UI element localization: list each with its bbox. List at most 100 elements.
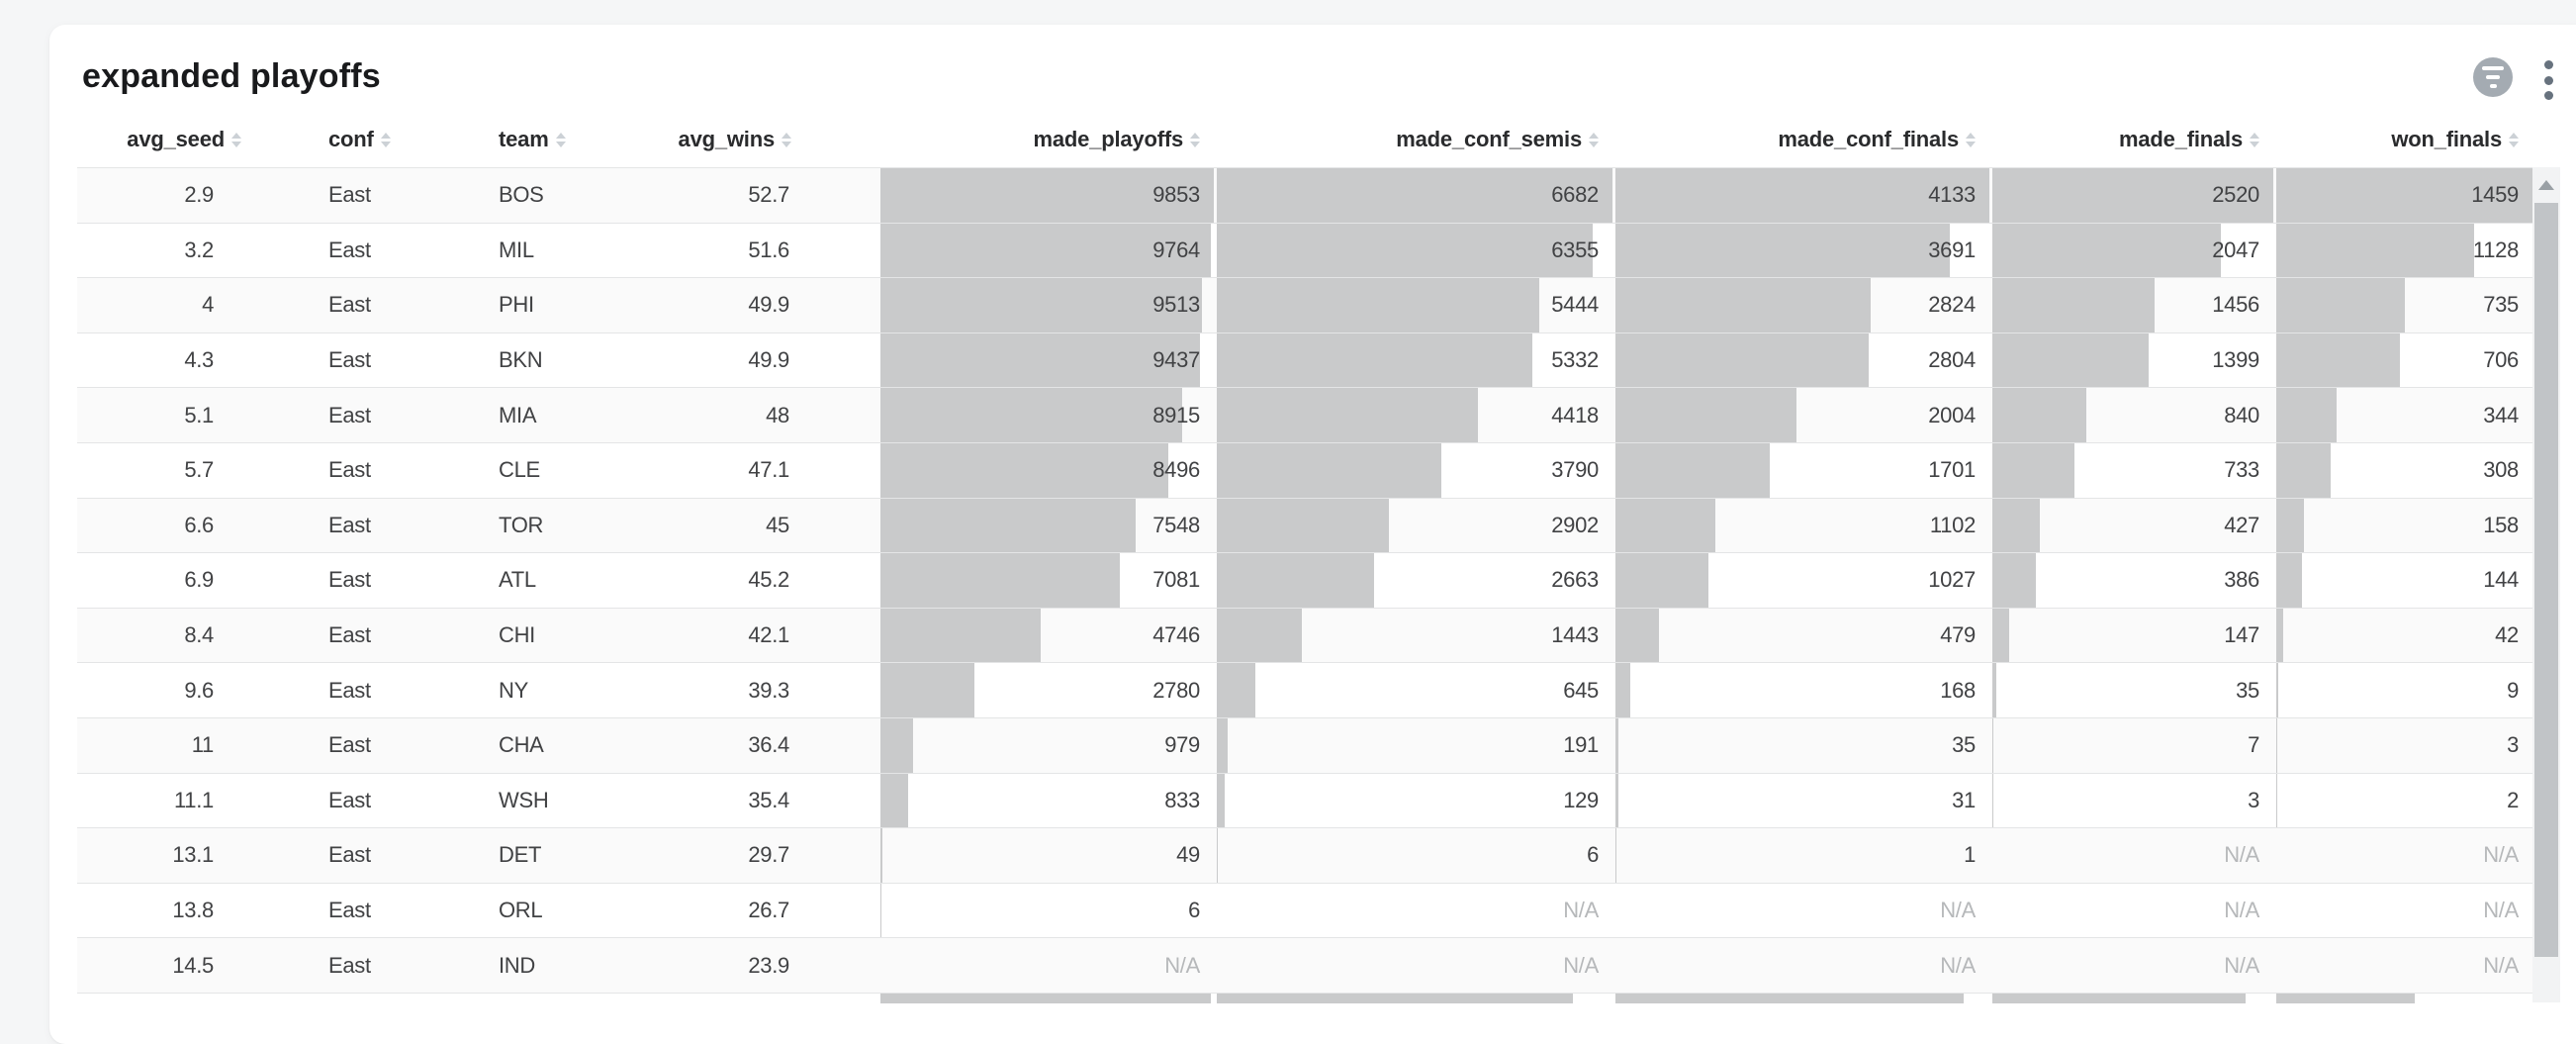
column-label: team [499,127,549,152]
cell-value: 13.8 [172,898,214,923]
cell-made_conf_finals: 4133 [1612,168,1989,223]
value-bar [880,609,1041,663]
cell-won_finals: N/A [2273,938,2532,993]
cell-value: 35.4 [748,788,789,813]
cell-conf: East [249,443,419,498]
cell-value: 4.3 [184,347,214,373]
cell-value: East [328,622,371,648]
cell-made_conf_semis: 6 [1214,828,1612,883]
cell-made_finals: N/A [1989,938,2273,993]
cell-value: 23.9 [748,953,789,979]
cell-made_conf_semis: 129 [1214,774,1612,828]
column-spacer [805,278,880,332]
value-bar [880,443,1168,498]
cell-value: 3 [2248,788,2259,813]
cell-value: 308 [2483,457,2519,483]
cell-made_conf_finals: 3691 [1612,224,1989,278]
column-header-team[interactable]: team [419,112,592,167]
column-header-made_finals[interactable]: made_finals [1989,112,2273,167]
cell-made_playoffs: N/A [880,938,1214,993]
cell-avg_wins: 49.9 [592,333,805,388]
cell-made_conf_finals: 31 [1612,774,1989,828]
value-bar [1992,333,2149,388]
column-header-avg_wins[interactable]: avg_wins [592,112,805,167]
cell-value: 42 [2495,622,2519,648]
value-bar [1615,663,1630,717]
scroll-up-button[interactable] [2532,167,2560,203]
cell-value: BOS [499,182,544,208]
cell-value: 645 [1563,678,1599,704]
cell-value: 5332 [1551,347,1599,373]
cell-value: CHI [499,622,535,648]
value-bar [1992,718,1993,773]
column-label: avg_seed [127,127,225,152]
column-header-conf[interactable]: conf [249,112,419,167]
cell-value: East [328,182,371,208]
cell-value: East [328,237,371,263]
cell-team: CHI [419,609,592,663]
cell-avg_wins: 35.4 [592,774,805,828]
value-bar [2276,388,2337,442]
cell-value: PHI [499,292,534,318]
value-bar [2276,443,2331,498]
value-bar [1615,553,1708,608]
value-bar [2276,663,2278,717]
value-bar [1992,609,2009,663]
vertical-scrollbar[interactable] [2532,167,2560,1002]
cell-team: WSH [419,774,592,828]
cell-conf: East [249,553,419,608]
column-spacer [805,388,880,442]
filter-button[interactable] [2473,57,2513,97]
cell-value: East [328,347,371,373]
cell-team: BKN [419,333,592,388]
cell-value: 1701 [1928,457,1976,483]
column-header-made_conf_semis[interactable]: made_conf_semis [1214,112,1612,167]
cell-value: 5.1 [184,403,214,428]
scrollbar-thumb[interactable] [2534,203,2558,957]
cell-team: CHA [419,718,592,773]
cell-value: DET [499,842,541,868]
cell-value: 733 [2224,457,2259,483]
cell-value: 191 [1563,732,1599,758]
column-header-made_conf_finals[interactable]: made_conf_finals [1612,112,1989,167]
cell-value: East [328,457,371,483]
cell-value: 3691 [1928,237,1976,263]
cell-won_finals: 158 [2273,499,2532,553]
cell-team: MIA [419,388,592,442]
value-bar [2276,553,2302,608]
column-header-made_playoffs[interactable]: made_playoffs [880,112,1214,167]
value-bar [880,774,908,828]
value-bar [1217,388,1478,442]
cell-avg_seed: 14.5 [77,938,249,993]
cell-made_conf_semis: N/A [1214,884,1612,938]
value-bar [1217,774,1225,828]
column-label: made_conf_semis [1396,127,1582,152]
scroll-up-arrow-icon [2538,180,2554,190]
cell-value: 29.7 [748,842,789,868]
cell-avg_wins: 45 [592,499,805,553]
cell-made_playoffs: 9853 [880,168,1214,223]
cell-value: MIL [499,237,534,263]
cell-value: East [328,842,371,868]
cell-value: 9.6 [184,678,214,704]
value-bar [1615,333,1869,388]
cell-avg_wins [592,994,805,1003]
column-header-won_finals[interactable]: won_finals [2273,112,2532,167]
value-bar [1615,278,1871,332]
cell-value: 4 [202,292,214,318]
column-header-avg_seed[interactable]: avg_seed [77,112,249,167]
cell-value: 42.1 [748,622,789,648]
cell-avg_seed: 2.9 [77,168,249,223]
column-spacer [805,112,880,167]
menu-button[interactable] [2542,60,2554,100]
cell-value: 7081 [1152,567,1200,593]
value-bar [1217,718,1228,773]
cell-value: N/A [1563,898,1599,923]
cell-made_conf_finals: 1 [1612,828,1989,883]
cell-made_conf_finals: N/A [1612,938,1989,993]
cell-avg_seed: 6.9 [77,553,249,608]
